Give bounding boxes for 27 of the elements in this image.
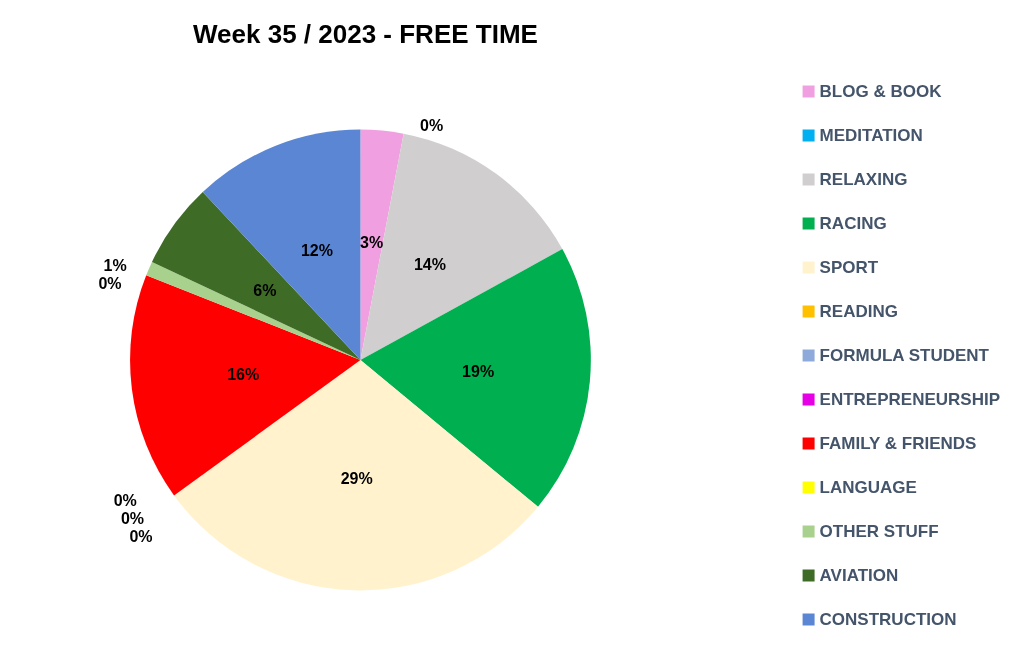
legend-label: SPORT — [819, 258, 879, 277]
data-label: 3% — [360, 233, 384, 251]
text: 0% — [98, 274, 122, 292]
text: 0% — [129, 527, 153, 545]
data-label: 12% — [300, 241, 333, 259]
data-label: 29% — [340, 469, 373, 487]
legend-label: OTHER STUFF — [819, 522, 939, 541]
legend-label: FAMILY & FRIENDS — [819, 434, 977, 453]
legend-label: MEDITATION — [819, 126, 923, 145]
data-label: 19% — [462, 362, 495, 380]
text: 0% — [120, 509, 145, 527]
legend-label: FORMULA STUDENT — [819, 346, 990, 365]
data-label: 16% — [227, 366, 260, 384]
legend-label: READING — [819, 302, 898, 321]
legend-label: LANGUAGE — [819, 478, 917, 497]
legend-label: CONSTRUCTION — [819, 610, 957, 629]
legend-label: RACING — [819, 214, 887, 233]
legend-label: RELAXING — [819, 170, 908, 189]
data-label: 14% — [413, 255, 446, 273]
legend-label: AVIATION — [819, 566, 899, 585]
text: 0% — [113, 491, 137, 509]
text: 0% — [420, 117, 444, 135]
legend-label: ENTREPRENEURSHIP — [819, 390, 1000, 409]
data-label: 6% — [253, 282, 277, 300]
legend-label: BLOG & BOOK — [819, 82, 943, 101]
chart-title: Week 35 / 2023 - FREE TIME — [193, 19, 538, 49]
data-label: 1% — [103, 256, 127, 274]
